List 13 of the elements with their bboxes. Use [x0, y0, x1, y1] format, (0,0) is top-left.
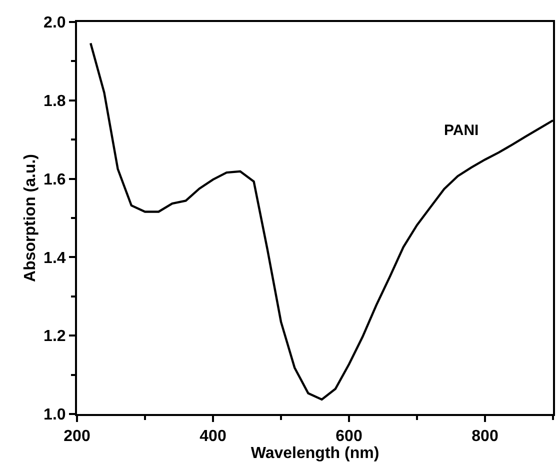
x-axis-title: Wavelength (nm) — [250, 445, 380, 462]
y-tick-label: 2.0 — [44, 14, 66, 32]
x-tick-label: 800 — [472, 428, 498, 446]
x-tick-label: 400 — [200, 428, 226, 446]
y-tick-label: 1.8 — [44, 93, 66, 110]
series-label: PANI — [444, 122, 479, 139]
y-axis-title: Absorption (a.u.) — [22, 154, 39, 282]
y-tick-label: 1.2 — [44, 328, 66, 346]
y-tick-label: 1.4 — [44, 250, 66, 267]
x-tick-label: 200 — [64, 428, 90, 446]
y-tick-label: 1.6 — [44, 171, 66, 188]
y-tick-label: 1.0 — [44, 406, 66, 424]
x-tick-label: 600 — [336, 428, 362, 446]
